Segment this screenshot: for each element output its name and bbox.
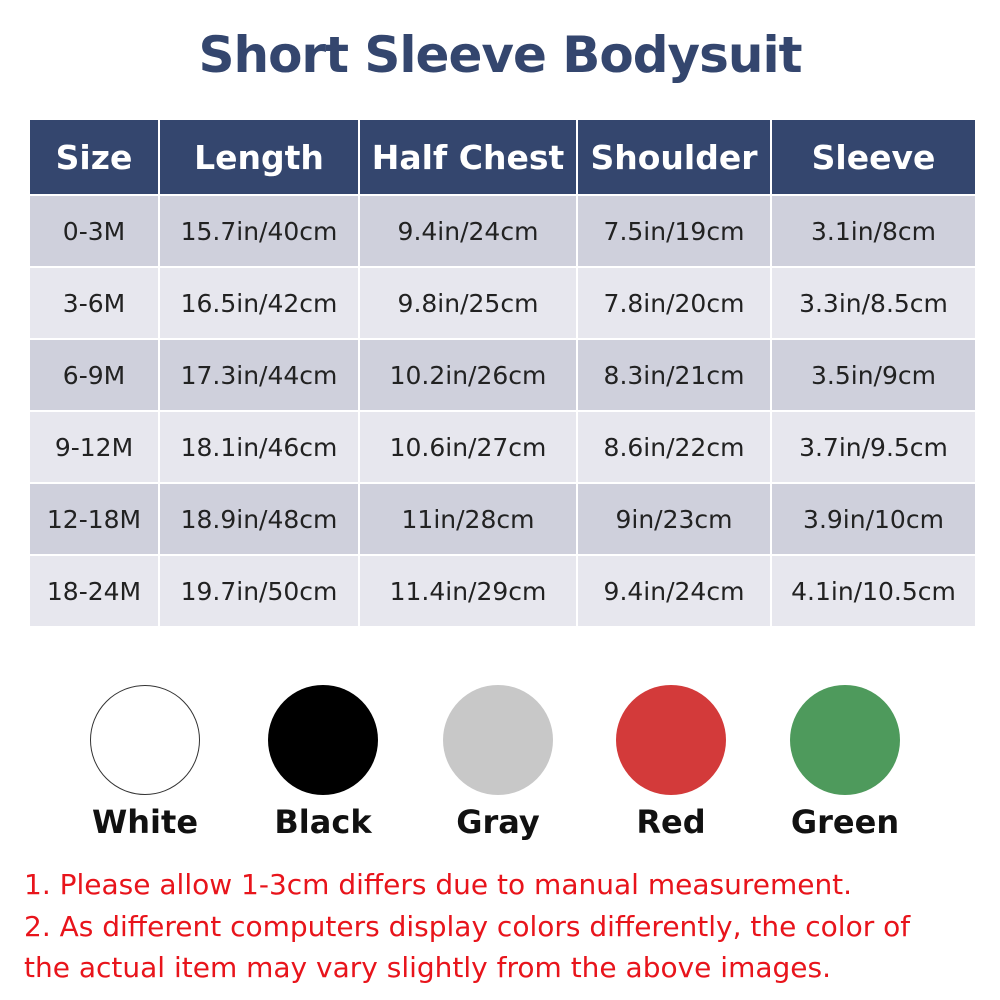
color-label: Green [790,803,900,841]
table-row: 3-6M 16.5in/42cm 9.8in/25cm 7.8in/20cm 3.3in… [30,268,975,338]
size-chart-table: Size Length Half Chest Shoulder Sleeve 0… [28,118,977,628]
note-2: 2. As different computers display colors… [24,910,911,943]
table-cell: 3.7in/9.5cm [772,412,975,482]
header-half-chest: Half Chest [360,120,576,194]
table-cell: 9.8in/25cm [360,268,576,338]
table-row: 0-3M 15.7in/40cm 9.4in/24cm 7.5in/19cm 3.1in… [30,196,975,266]
color-label: Black [274,803,372,841]
table-cell: 17.3in/44cm [160,340,358,410]
color-label: White [91,803,199,841]
table-cell: 8.3in/21cm [578,340,770,410]
table-row: 18-24M 19.7in/50cm 11.4in/29cm 9.4in/24cm 4.… [30,556,975,626]
table-cell: 3.3in/8.5cm [772,268,975,338]
table-cell: 9in/23cm [578,484,770,554]
color-swatch-red [616,685,726,795]
table-cell: 3.5in/9cm [772,340,975,410]
table-cell: 3-6M [30,268,158,338]
page-title: Short Sleeve Bodysuit [198,26,802,84]
color-swatch-green [790,685,900,795]
table-cell: 10.2in/26cm [360,340,576,410]
header-size: Size [30,120,158,194]
table-cell: 19.7in/50cm [160,556,358,626]
table-cell: 18.1in/46cm [160,412,358,482]
table-cell: 11.4in/29cm [360,556,576,626]
table-cell: 3.9in/10cm [772,484,975,554]
table-cell: 9-12M [30,412,158,482]
table-cell: 0-3M [30,196,158,266]
table-row: 12-18M 18.9in/48cm 11in/28cm 9in/23cm 3.9in/… [30,484,975,554]
table-cell: 11in/28cm [360,484,576,554]
table-cell: 4.1in/10.5cm [772,556,975,626]
table-cell: 6-9M [30,340,158,410]
table-cell: 7.5in/19cm [578,196,770,266]
header-shoulder: Shoulder [578,120,770,194]
table-cell: 7.8in/20cm [578,268,770,338]
table-cell: 8.6in/22cm [578,412,770,482]
table-cell: 16.5in/42cm [160,268,358,338]
table-cell: 3.1in/8cm [772,196,975,266]
table-cell: 18-24M [30,556,158,626]
header-length: Length [160,120,358,194]
color-swatch-gray [443,685,553,795]
note-3: the actual item may vary slightly from t… [24,951,832,984]
table-header-row: Size Length Half Chest Shoulder Sleeve [30,120,975,194]
table-cell: 12-18M [30,484,158,554]
color-label: Red [636,803,706,841]
note-1: 1. Please allow 1-3cm differs due to man… [24,868,853,901]
header-sleeve: Sleeve [772,120,975,194]
table-row: 9-12M 18.1in/46cm 10.6in/27cm 8.6in/22cm 3.7… [30,412,975,482]
table-cell: 9.4in/24cm [578,556,770,626]
table-cell: 18.9in/48cm [160,484,358,554]
color-label: Gray [456,803,540,841]
table-cell: 10.6in/27cm [360,412,576,482]
color-swatch-black [268,685,378,795]
table-cell: 9.4in/24cm [360,196,576,266]
color-swatch-white [90,685,200,795]
table-row: 6-9M 17.3in/44cm 10.2in/26cm 8.3in/21cm 3.5i… [30,340,975,410]
table-cell: 15.7in/40cm [160,196,358,266]
